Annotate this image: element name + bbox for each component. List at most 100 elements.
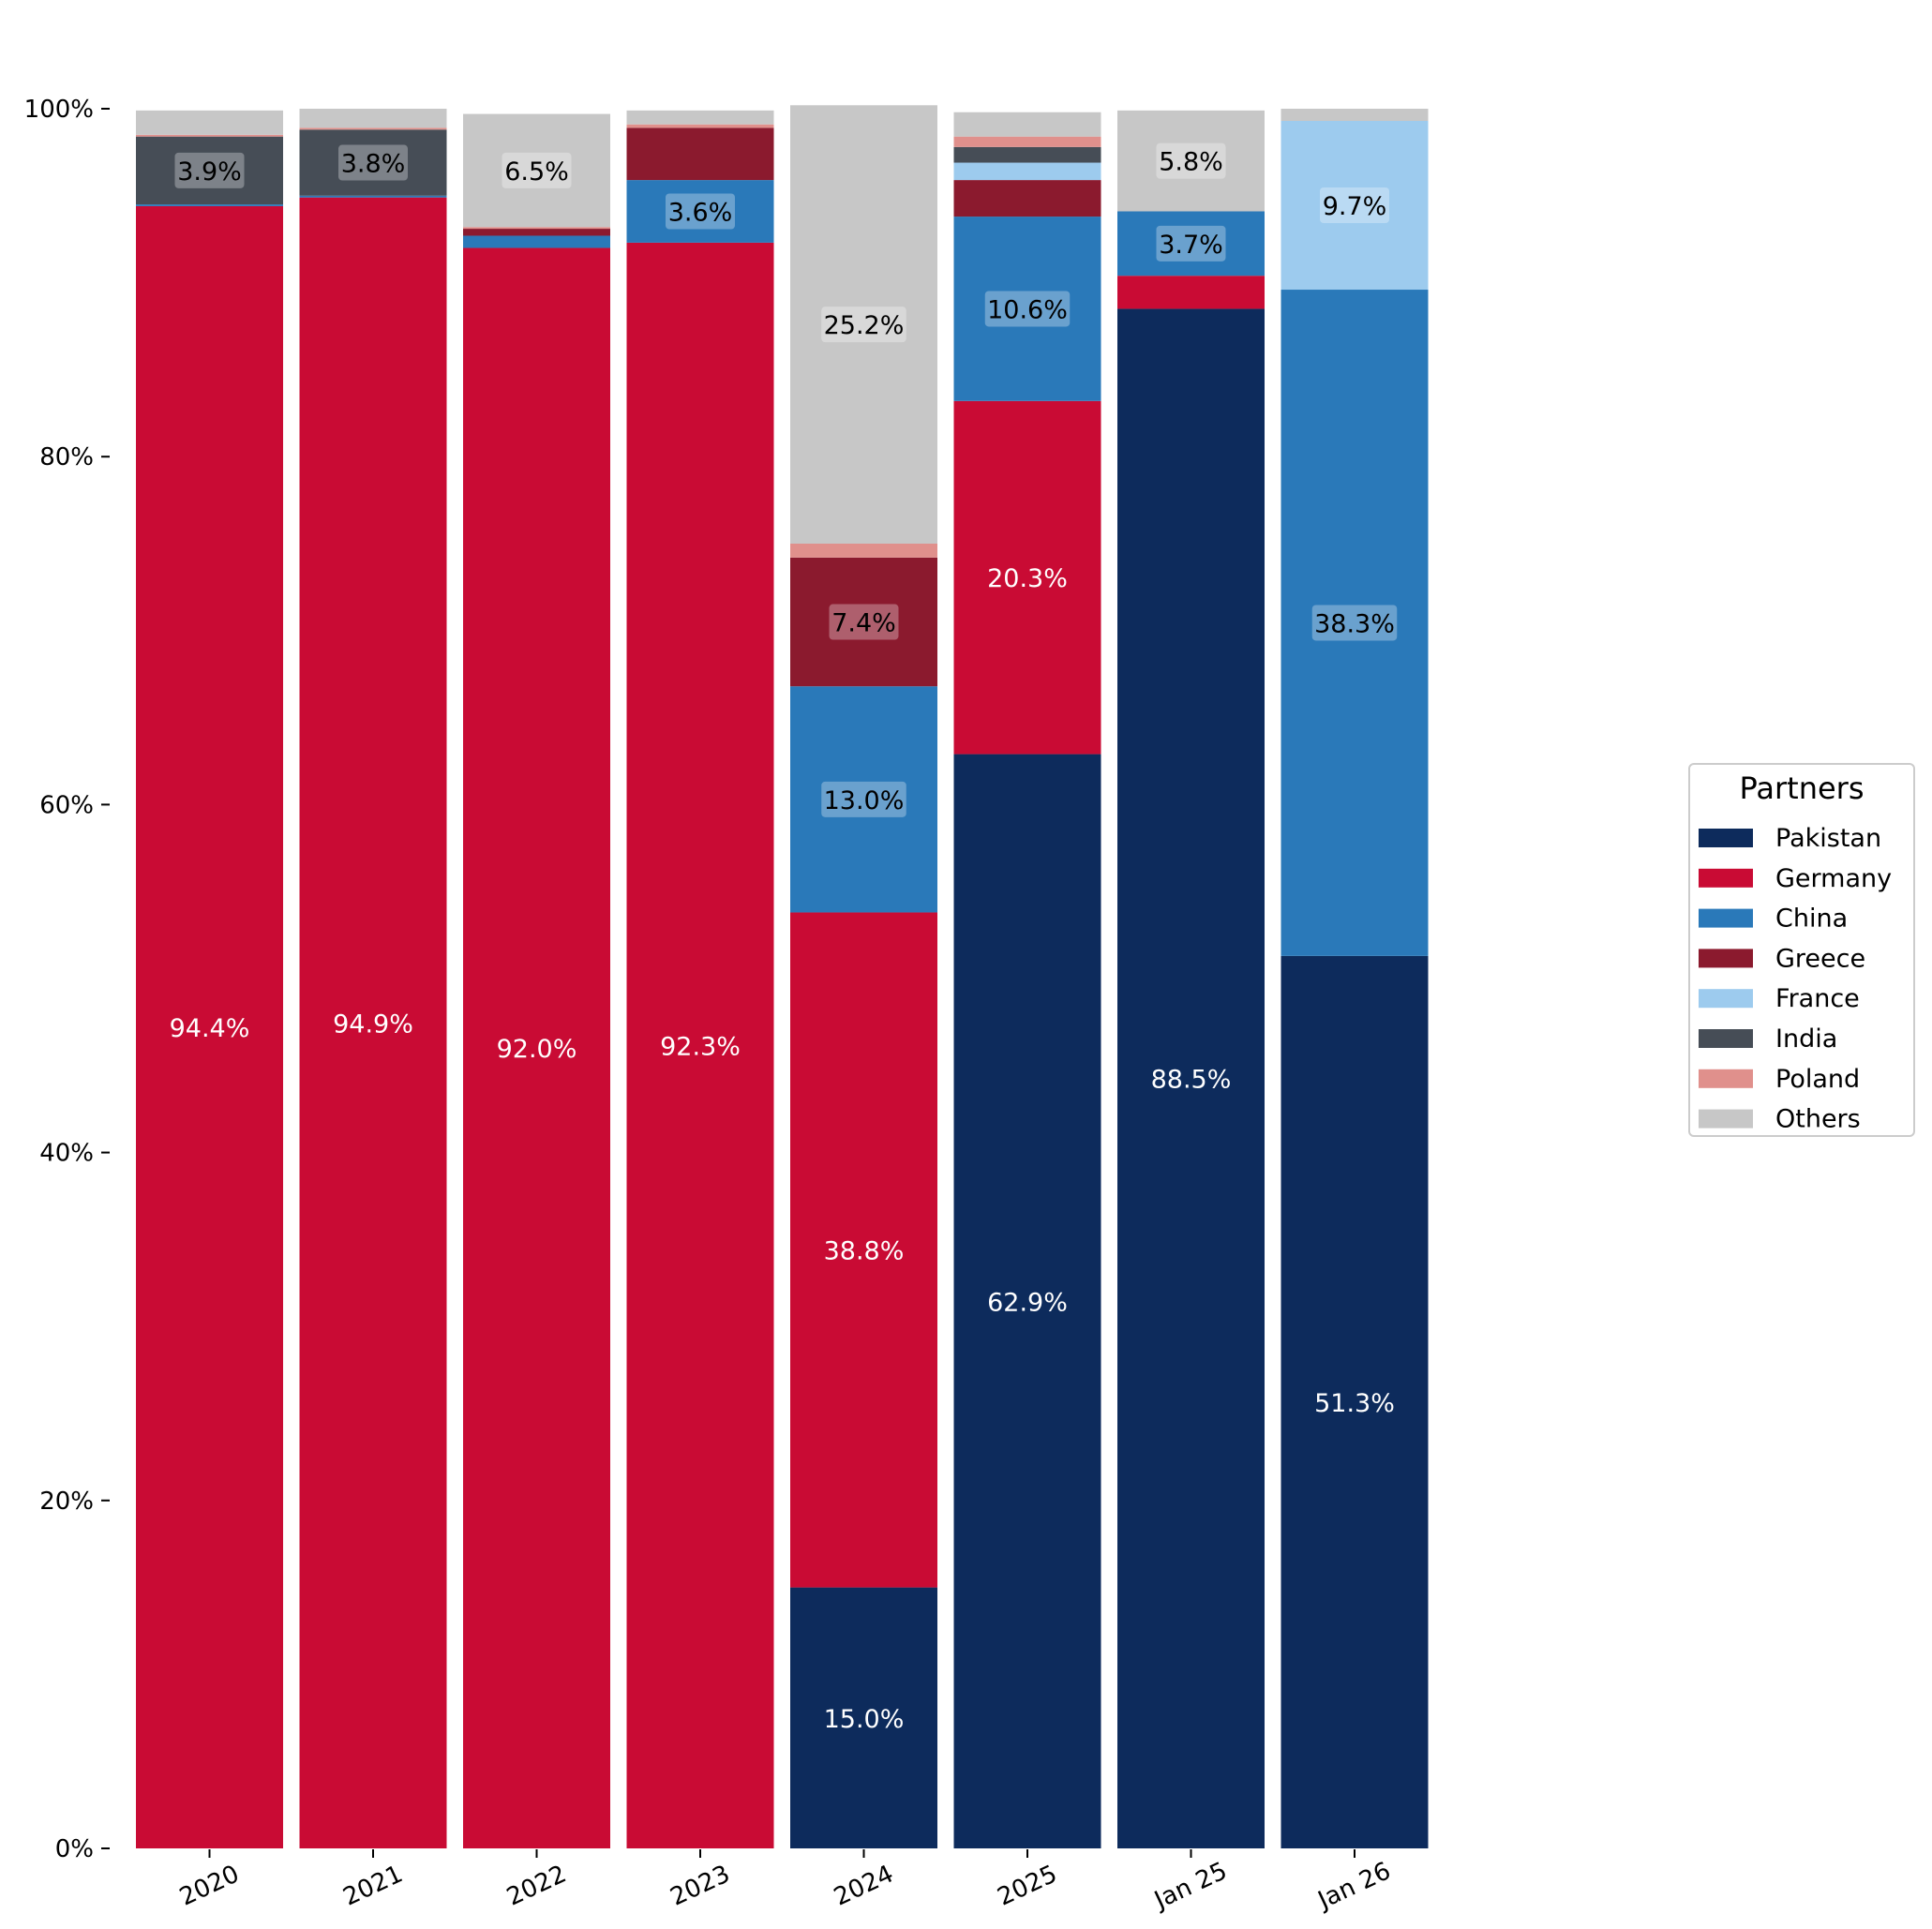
bar-segment-germany-2024 xyxy=(790,912,937,1588)
y-tick-label: 100% xyxy=(24,96,94,124)
bar-segment-india-2021 xyxy=(299,129,447,196)
legend-label-germany: Germany xyxy=(1775,864,1892,893)
segment-label-others-jan-25: 5.8% xyxy=(1159,148,1223,177)
bar-segment-pakistan-2025 xyxy=(953,754,1101,1849)
bar-segment-others-jan-26 xyxy=(1281,109,1429,121)
bar-segment-china-2021 xyxy=(299,195,447,198)
segment-label-china-jan-25: 3.7% xyxy=(1159,231,1223,260)
legend-label-india: India xyxy=(1775,1024,1837,1054)
legend-title: Partners xyxy=(1740,770,1865,806)
segment-label-box xyxy=(984,291,1071,327)
bar-segment-germany-2021 xyxy=(299,197,447,1848)
bar-segment-poland-2025 xyxy=(953,136,1101,147)
x-tick-label: 2021 xyxy=(339,1860,408,1911)
segment-label-box xyxy=(1311,605,1398,641)
bars-group xyxy=(136,105,1429,1849)
bar-segment-china-2025 xyxy=(953,217,1101,401)
bar-segment-poland-2023 xyxy=(626,124,774,128)
legend-items: Pakistan Germany China Greece France India Pol… xyxy=(1699,824,1892,1134)
bar-segment-pakistan-jan-25 xyxy=(1117,308,1265,1849)
bar-segment-others-2021 xyxy=(299,109,447,128)
segment-label-greece-2024: 7.4% xyxy=(831,609,896,638)
bar-segment-greece-2025 xyxy=(953,180,1101,217)
segment-label-pakistan-2025: 62.9% xyxy=(987,1288,1068,1317)
x-tick-label: Jan 26 xyxy=(1312,1857,1395,1915)
segment-label-others-2024: 25.2% xyxy=(824,311,905,340)
segment-label-india-2021: 3.8% xyxy=(341,150,406,179)
segment-label-germany-2021: 94.9% xyxy=(333,1009,413,1039)
segment-label-box xyxy=(666,193,735,230)
y-tick-label: 0% xyxy=(55,1835,94,1863)
legend-label-others: Others xyxy=(1775,1105,1861,1134)
segment-labels-group: 94.4% 3.9% 94.9% 3.8% 92.0% 6.5% 92.3% 3.6% 15.0… xyxy=(170,142,1398,1734)
bar-segment-germany-2020 xyxy=(136,205,283,1848)
segment-label-china-2025: 10.6% xyxy=(987,295,1068,324)
segment-label-china-2023: 3.6% xyxy=(668,199,733,228)
segment-label-france-jan-26: 9.7% xyxy=(1323,192,1387,221)
y-tick-label: 80% xyxy=(39,443,94,471)
bar-segment-france-2025 xyxy=(953,162,1101,181)
bar-segment-china-2024 xyxy=(790,686,937,913)
legend-swatch-poland xyxy=(1699,1069,1753,1088)
bar-segment-france-jan-26 xyxy=(1281,120,1429,291)
bar-segment-china-2023 xyxy=(626,180,774,243)
segment-label-china-jan-26: 38.3% xyxy=(1314,609,1395,638)
legend-label-greece: Greece xyxy=(1775,944,1865,973)
legend-swatch-france xyxy=(1699,989,1753,1009)
x-tick-label: Jan 25 xyxy=(1148,1857,1231,1915)
bar-segment-china-jan-25 xyxy=(1117,211,1265,277)
segment-label-box xyxy=(1156,225,1226,262)
bar-segment-germany-jan-25 xyxy=(1117,276,1265,309)
segment-label-box xyxy=(502,152,572,188)
segment-label-germany-2025: 20.3% xyxy=(987,564,1068,593)
bar-segment-india-2025 xyxy=(953,146,1101,163)
bar-segment-germany-2025 xyxy=(953,400,1101,755)
bar-segment-greece-2022 xyxy=(463,229,610,236)
y-tick-label: 60% xyxy=(39,791,94,819)
bar-segment-china-jan-26 xyxy=(1281,290,1429,956)
segment-label-others-2022: 6.5% xyxy=(504,157,569,187)
segment-label-germany-2023: 92.3% xyxy=(660,1032,741,1061)
legend-label-pakistan: Pakistan xyxy=(1775,824,1881,853)
bar-segment-poland-2020 xyxy=(136,134,283,137)
segment-label-pakistan-2024: 15.0% xyxy=(824,1705,905,1734)
legend-swatch-others xyxy=(1699,1109,1753,1129)
legend-swatch-pakistan xyxy=(1699,829,1753,847)
segment-label-germany-2020: 94.4% xyxy=(170,1014,250,1043)
segment-label-box xyxy=(821,781,906,817)
x-tick-label: 2020 xyxy=(175,1860,244,1911)
legend-swatch-india xyxy=(1699,1029,1753,1048)
y-tick-label: 40% xyxy=(39,1140,94,1168)
y-tick-label: 20% xyxy=(39,1488,94,1516)
bar-segment-pakistan-2024 xyxy=(790,1587,937,1848)
bar-segment-pakistan-jan-26 xyxy=(1281,955,1429,1848)
bar-segment-others-2024 xyxy=(790,105,937,545)
segment-label-box xyxy=(829,604,899,640)
segment-label-pakistan-jan-26: 51.3% xyxy=(1314,1389,1395,1418)
y-axis: 0% 20% 40% 60% 80% 100% xyxy=(24,96,110,1863)
bar-segment-poland-2021 xyxy=(299,127,447,130)
bar-segment-china-2020 xyxy=(136,204,283,206)
x-tick-label: 2024 xyxy=(830,1860,898,1911)
bar-segment-others-2025 xyxy=(953,112,1101,137)
segment-label-germany-2024: 38.8% xyxy=(824,1237,905,1266)
legend-label-china: China xyxy=(1775,905,1848,934)
legend-swatch-germany xyxy=(1699,868,1753,888)
bar-segment-others-2023 xyxy=(626,110,774,125)
legend-swatch-greece xyxy=(1699,949,1753,968)
bar-segment-others-2020 xyxy=(136,110,283,135)
legend: Partners Pakistan Germany China Greece Franc… xyxy=(1688,763,1915,1137)
segment-label-box xyxy=(174,152,245,188)
bar-segment-india-2020 xyxy=(136,136,283,205)
bar-segment-others-2022 xyxy=(463,113,610,228)
segment-label-pakistan-jan-25: 88.5% xyxy=(1151,1066,1232,1095)
legend-label-poland: Poland xyxy=(1775,1065,1860,1094)
segment-label-box xyxy=(1156,142,1226,179)
segment-label-box xyxy=(821,307,906,343)
legend-label-france: France xyxy=(1775,984,1860,1013)
segment-label-box xyxy=(1320,187,1389,224)
segment-label-india-2020: 3.9% xyxy=(177,157,242,187)
x-axis: 2020 2021 2022 2023 2024 2025 Jan 25 Jan 26 xyxy=(175,1849,1395,1916)
bar-segment-germany-2023 xyxy=(626,242,774,1848)
segment-label-germany-2022: 92.0% xyxy=(497,1035,577,1064)
